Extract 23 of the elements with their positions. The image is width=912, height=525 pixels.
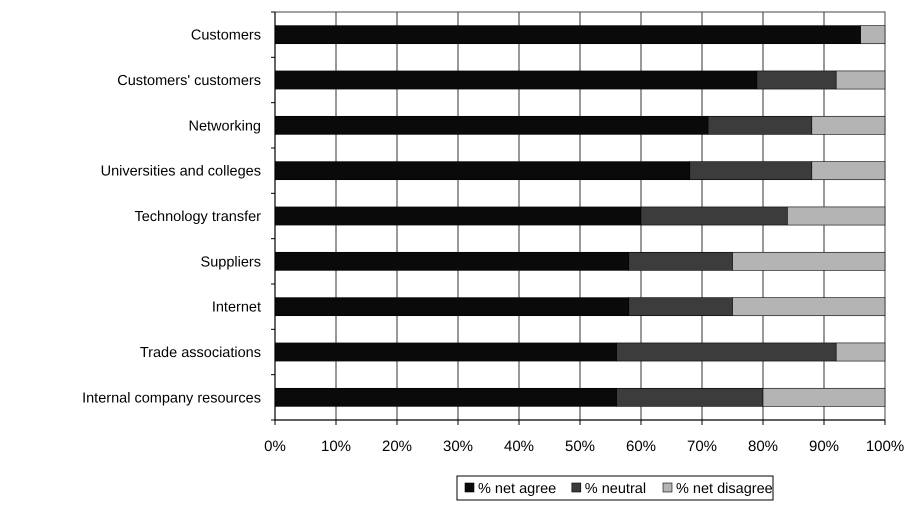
x-tick-label: 90% xyxy=(808,438,840,455)
x-tick-label: 40% xyxy=(504,438,534,455)
x-tick-label: 20% xyxy=(382,438,412,455)
y-tick-label: Networking xyxy=(188,118,261,134)
legend-label: % net disagree xyxy=(676,481,773,497)
y-tick-label: Trade associations xyxy=(140,345,261,361)
y-tick-label: Customers xyxy=(190,28,261,44)
x-tick-label: 70% xyxy=(686,438,718,455)
x-tick-label: 30% xyxy=(442,438,474,455)
y-tick-label: Suppliers xyxy=(200,254,261,270)
legend-label: % neutral xyxy=(584,481,646,497)
x-tick-label: 60% xyxy=(626,438,656,455)
x-tick-label: 80% xyxy=(748,438,778,455)
y-tick-label: Customers' customers xyxy=(117,73,261,89)
x-tick-label: 100% xyxy=(866,438,904,455)
y-tick-label: Technology transfer xyxy=(134,209,262,225)
y-tick-label: Internal company resources xyxy=(82,390,261,406)
y-tick-label: Internet xyxy=(212,300,261,316)
legend-label: % net agree xyxy=(478,481,556,497)
x-tick-label: 10% xyxy=(320,438,352,455)
x-tick-label: 50% xyxy=(564,438,596,455)
y-tick-label: Universities and colleges xyxy=(100,164,261,180)
x-tick-label: 0% xyxy=(264,438,286,455)
